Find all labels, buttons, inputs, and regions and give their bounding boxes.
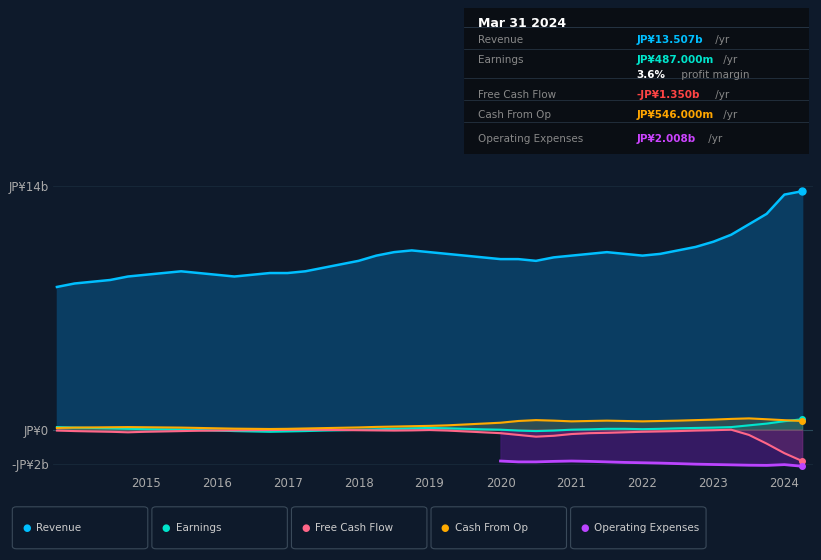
- Text: -JP¥1.350b: -JP¥1.350b: [636, 90, 699, 100]
- Text: Revenue: Revenue: [478, 35, 523, 45]
- Text: Earnings: Earnings: [176, 522, 221, 533]
- Text: Mar 31 2024: Mar 31 2024: [478, 17, 566, 30]
- Text: ●: ●: [441, 522, 449, 533]
- Text: Cash From Op: Cash From Op: [455, 522, 528, 533]
- Text: ●: ●: [580, 522, 589, 533]
- Text: ●: ●: [301, 522, 310, 533]
- Text: /yr: /yr: [704, 134, 722, 143]
- Text: Free Cash Flow: Free Cash Flow: [315, 522, 393, 533]
- Text: JP¥13.507b: JP¥13.507b: [636, 35, 703, 45]
- Text: JP¥487.000m: JP¥487.000m: [636, 55, 713, 65]
- Text: JP¥546.000m: JP¥546.000m: [636, 110, 713, 120]
- Text: ●: ●: [22, 522, 30, 533]
- Text: /yr: /yr: [720, 55, 737, 65]
- Text: Operating Expenses: Operating Expenses: [478, 134, 583, 143]
- Text: Cash From Op: Cash From Op: [478, 110, 551, 120]
- Text: Earnings: Earnings: [478, 55, 523, 65]
- Text: profit margin: profit margin: [677, 69, 749, 80]
- Text: Operating Expenses: Operating Expenses: [594, 522, 699, 533]
- Text: JP¥2.008b: JP¥2.008b: [636, 134, 695, 143]
- Text: /yr: /yr: [720, 110, 737, 120]
- Text: Revenue: Revenue: [36, 522, 81, 533]
- Text: Free Cash Flow: Free Cash Flow: [478, 90, 556, 100]
- Text: ●: ●: [162, 522, 170, 533]
- Text: /yr: /yr: [712, 35, 729, 45]
- Text: /yr: /yr: [712, 90, 729, 100]
- Text: 3.6%: 3.6%: [636, 69, 665, 80]
